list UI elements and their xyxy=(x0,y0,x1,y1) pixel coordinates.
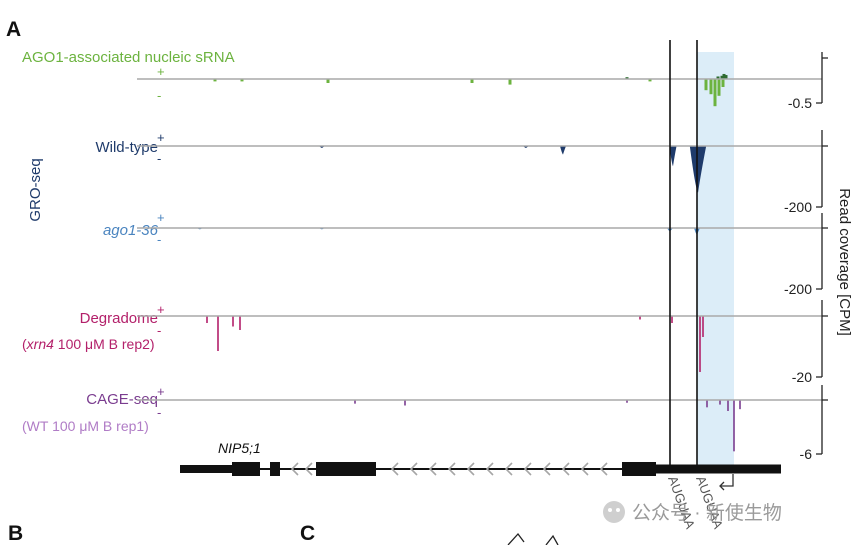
y-axis-title: Read coverage [CPM] xyxy=(836,188,853,336)
strand-chevron-icon-6 xyxy=(466,462,475,476)
peak-plus-agosrna-0 xyxy=(625,77,629,79)
peak-minus-agosrna-0 xyxy=(213,79,217,82)
peak-minus-agosrna-3 xyxy=(470,79,474,83)
gro-seq-group-label: GRO-seq xyxy=(27,158,44,221)
track-label-cage: CAGE-seq xyxy=(86,391,158,408)
track-sublabel-cage: (WT 100 μM B rep1) xyxy=(22,418,149,434)
peak-plus-agosrna-3 xyxy=(722,73,726,79)
gene-exon-1 xyxy=(232,462,260,476)
panel-letter-c: C xyxy=(300,522,315,545)
panel-letter-b: B xyxy=(8,522,23,545)
track-label-wildtype: Wild-type xyxy=(95,139,158,156)
scale-brackets xyxy=(816,52,828,455)
peak-minus-wildtype-4 xyxy=(689,146,707,193)
peak-minus-agosrna-7 xyxy=(709,79,713,95)
strand-chevron-icon-5 xyxy=(447,462,456,476)
strand-chevron-icon-10 xyxy=(542,462,551,476)
strand-minus-cage: - xyxy=(157,405,161,420)
strand-chevron-icon-12 xyxy=(580,462,589,476)
tss-arrow-icon xyxy=(719,474,734,491)
scale-label-agosrna: -0.5 xyxy=(788,95,812,111)
peak-minus-agosrna-6 xyxy=(704,79,708,91)
peak-minus-agosrna-4 xyxy=(508,79,512,85)
strand-chevron-icon-11 xyxy=(561,462,570,476)
gene-exon-3 xyxy=(316,462,376,476)
gene-utr-right xyxy=(655,464,781,474)
gene-exon-4 xyxy=(622,462,656,476)
track-baselines xyxy=(137,78,822,401)
gene-name: NIP5;1 xyxy=(218,440,261,456)
peak-plus-agosrna-4 xyxy=(724,75,728,79)
peak-minus-agosrna-5 xyxy=(648,79,652,82)
watermark-logo-icon xyxy=(603,501,625,523)
strand-chevron-icon-2 xyxy=(390,462,399,476)
scale-bracket-degradome xyxy=(816,300,828,378)
panel-c-arrow-1 xyxy=(507,532,525,545)
strand-chevron-icon-8 xyxy=(504,462,513,476)
strand-chevron-icon-13 xyxy=(599,462,608,476)
peak-minus-agosrna-2 xyxy=(326,79,330,83)
track-label-ago136: ago1-36 xyxy=(103,222,159,239)
strand-minus-wildtype: - xyxy=(157,151,161,166)
strand-plus-agosrna: + xyxy=(157,64,165,79)
strand-minus-ago136: - xyxy=(157,232,161,247)
strand-chevron-icon-4 xyxy=(428,462,437,476)
panel-letter-a: A xyxy=(6,18,21,41)
scale-bracket-agosrna xyxy=(816,52,828,104)
gene-exon-2 xyxy=(270,462,280,476)
track-sublabel-degradome: (xrn4 100 μM B rep2) xyxy=(22,336,155,352)
strand-plus-wildtype: + xyxy=(157,130,165,145)
peak-minus-wildtype-2 xyxy=(560,146,566,155)
scale-label-ago136: -200 xyxy=(784,281,812,297)
watermark: 公众号 · 新使生物 xyxy=(603,501,782,524)
strand-plus-ago136: + xyxy=(157,210,165,225)
watermark-logo-dot-1 xyxy=(608,508,612,512)
degradome-sublabel-italic: xrn4 xyxy=(26,336,54,352)
strand-plus-degradome: + xyxy=(157,302,165,317)
gene-model: NIP5;1 xyxy=(180,440,781,491)
scale-label-wildtype: -200 xyxy=(784,199,812,215)
strand-plus-cage: + xyxy=(157,384,165,399)
panel-c-arrow-2 xyxy=(545,534,559,545)
peak-minus-agosrna-8 xyxy=(713,79,717,107)
peak-minus-agosrna-1 xyxy=(240,79,244,82)
gene-utr-left xyxy=(180,465,232,473)
peak-plus-agosrna-1 xyxy=(716,76,720,79)
strand-chevron-icon-7 xyxy=(485,462,494,476)
watermark-text: 公众号 · 新使生物 xyxy=(632,502,782,524)
scale-bracket-ago136 xyxy=(816,213,828,290)
strand-minus-agosrna: - xyxy=(157,88,161,103)
peak-minus-agosrna-9 xyxy=(717,79,721,96)
scale-bracket-wildtype xyxy=(816,130,828,208)
strand-chevron-icon-1 xyxy=(304,462,313,476)
scale-label-cage: -6 xyxy=(800,446,813,462)
scale-bracket-cage xyxy=(816,385,828,455)
gene-strand-chevrons xyxy=(290,462,608,476)
watermark-logo-dot-2 xyxy=(616,508,620,512)
strand-chevron-icon-9 xyxy=(523,462,532,476)
coverage-peaks xyxy=(197,73,741,452)
scale-label-degradome: -20 xyxy=(792,369,812,385)
strand-minus-degradome: - xyxy=(157,323,161,338)
track-label-agosrna: AGO1-associated nucleic sRNA xyxy=(22,49,235,66)
strand-chevron-icon-0 xyxy=(290,462,299,476)
strand-chevron-icon-3 xyxy=(409,462,418,476)
degradome-sublabel-rest: 100 μM B rep2) xyxy=(54,336,155,352)
peak-minus-wildtype-3 xyxy=(669,146,677,167)
peak-minus-agosrna-10 xyxy=(721,79,725,87)
track-label-degradome: Degradome xyxy=(80,310,158,327)
peak-plus-agosrna-2 xyxy=(720,75,724,79)
